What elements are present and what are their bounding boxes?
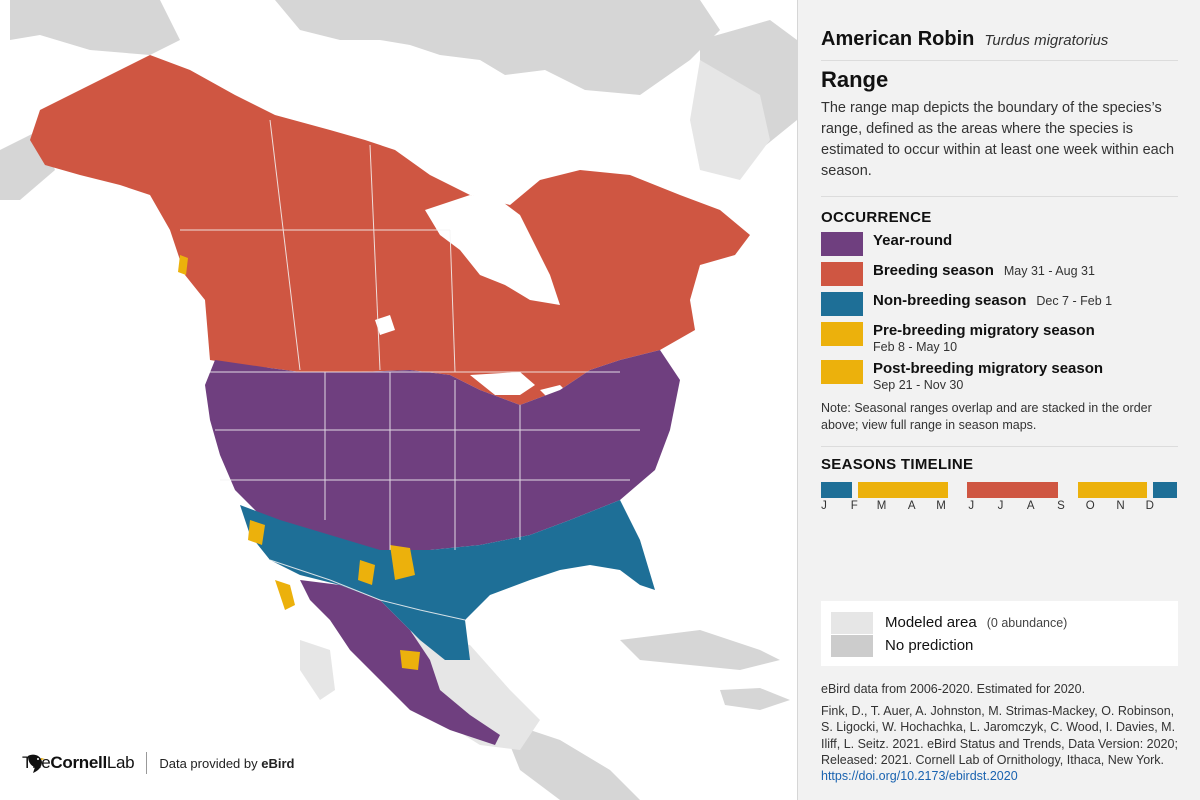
timeline-month-label: O: [1085, 499, 1095, 512]
prebreeding-swatch: [821, 322, 863, 347]
nonbreeding-range: [240, 500, 655, 660]
year-round-swatch: [821, 232, 863, 257]
abundance-legend: Modeled area (0 abundance) No prediction: [821, 601, 1178, 666]
timeline-month-label: F: [850, 499, 858, 512]
modeled-area: [300, 60, 770, 750]
legend-label: Non-breeding season: [873, 292, 1027, 310]
legend-dates: Dec 7 - Feb 1: [1036, 294, 1113, 309]
species-common-name: American Robin: [821, 28, 975, 50]
legend-label: Post-breeding migratory season: [873, 360, 1104, 378]
legend-year-round[interactable]: Year-round: [821, 232, 1178, 257]
seasons-timeline[interactable]: [821, 481, 1177, 498]
legend-prebreeding[interactable]: Pre-breeding migratory season Feb 8 - Ma…: [821, 322, 1178, 354]
nonbreeding-swatch: [821, 292, 863, 317]
timeline-title: SEASONS TIMELINE: [821, 455, 974, 473]
timeline-segment-prebreeding: [858, 481, 948, 498]
no-prediction-label: No prediction: [885, 637, 974, 654]
timeline-month-label: J: [968, 499, 975, 512]
legend-label: Breeding season: [873, 262, 994, 280]
legend-label: Pre-breeding migratory season: [873, 322, 1095, 340]
no-prediction-row: No prediction: [831, 634, 1168, 657]
legend-postbreeding[interactable]: Post-breeding migratory season Sep 21 - …: [821, 360, 1178, 392]
legend-dates: Sep 21 - Nov 30: [873, 378, 964, 393]
doi-link[interactable]: https://doi.org/10.2173/ebirdst.2020: [821, 769, 1018, 783]
modeled-area-sub: (0 abundance): [986, 615, 1068, 630]
credit-divider: [146, 752, 148, 774]
bird-icon: [28, 754, 45, 773]
timeline-month-label: J: [821, 499, 827, 512]
legend-label: Year-round: [873, 232, 953, 250]
timeline-month-label: J: [997, 499, 1004, 512]
timeline-month-label: M: [876, 499, 887, 512]
no-prediction-swatch: [831, 634, 873, 657]
range-map[interactable]: TheCornellLab Data provided by eBird: [0, 0, 797, 800]
data-info: eBird data from 2006-2020. Estimated for…: [821, 682, 1086, 696]
citation: Fink, D., T. Auer, A. Johnston, M. Strim…: [821, 703, 1181, 784]
timeline-month-label: A: [1026, 499, 1035, 512]
timeline-segment-postbreeding: [1077, 481, 1147, 498]
migratory-patches: [178, 255, 420, 670]
species-header: American Robin Turdus migratorius: [821, 0, 1178, 61]
brand-bold: Cornell: [50, 753, 107, 772]
timeline-segment-nonbreeding: [1152, 481, 1177, 498]
ebird-link[interactable]: eBird: [261, 755, 295, 771]
species-scientific-name: Turdus migratorius: [984, 32, 1109, 49]
modeled-area-swatch: [831, 611, 873, 634]
timeline-month-label: S: [1057, 499, 1065, 512]
range-map-graphic: [0, 0, 797, 800]
breeding-swatch: [821, 262, 863, 287]
map-credits: TheCornellLab Data provided by eBird: [22, 752, 294, 774]
timeline-segment-nonbreeding: [821, 481, 853, 498]
legend-dates: May 31 - Aug 31: [1003, 264, 1095, 279]
provided-prefix: Data provided by: [159, 755, 258, 771]
political-boundaries: [180, 119, 640, 621]
occurrence-title: OCCURRENCE: [821, 209, 932, 227]
overlap-note: Note: Seasonal ranges overlap and are st…: [821, 400, 1178, 447]
postbreeding-swatch: [821, 360, 863, 385]
cornell-lab-logo[interactable]: TheCornellLab: [22, 753, 135, 773]
info-panel: American Robin Turdus migratorius Range …: [797, 0, 1200, 800]
timeline-month-label: N: [1116, 499, 1125, 512]
legend-nonbreeding[interactable]: Non-breeding season Dec 7 - Feb 1: [821, 292, 1178, 317]
range-description: The range map depicts the boundary of th…: [821, 98, 1178, 198]
data-provider-credit: Data provided by eBird: [159, 756, 294, 771]
citation-text: Fink, D., T. Auer, A. Johnston, M. Strim…: [821, 704, 1178, 767]
legend-dates: Feb 8 - May 10: [873, 340, 958, 355]
timeline-month-label: M: [936, 499, 946, 512]
range-title: Range: [821, 67, 889, 92]
legend-breeding[interactable]: Breeding season May 31 - Aug 31: [821, 262, 1178, 287]
brand-suffix: Lab: [106, 753, 135, 772]
timeline-segment-breeding: [967, 481, 1058, 498]
year-round-range: [205, 350, 680, 745]
modeled-area-row: Modeled area (0 abundance): [831, 611, 1168, 634]
modeled-area-label: Modeled area: [885, 614, 977, 631]
timeline-month-label: D: [1145, 499, 1154, 512]
timeline-month-label: A: [907, 499, 916, 512]
